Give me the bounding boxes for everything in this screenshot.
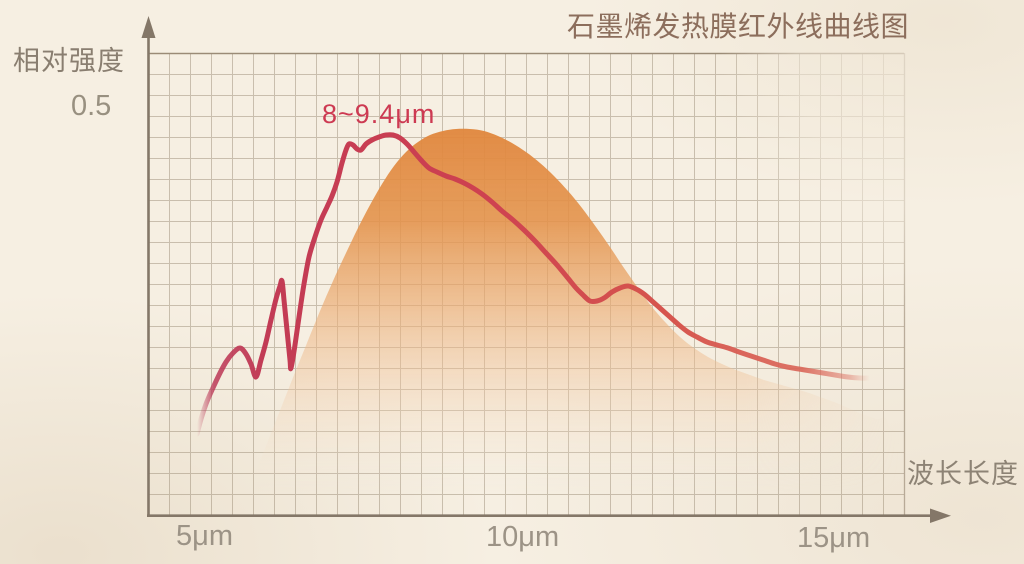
chart-title: 石墨烯发热膜红外线曲线图	[567, 11, 910, 42]
infrared-intensity-curve	[194, 132, 873, 437]
axes-lines	[147, 34, 934, 518]
x-axis-arrow-icon	[930, 508, 951, 523]
x-tick-10um: 10μm	[486, 521, 560, 553]
x-tick-5um: 5μm	[176, 520, 233, 552]
x-tick-15um: 15μm	[797, 522, 871, 554]
y-axis-tick-0_5: 0.5	[71, 90, 112, 122]
y-axis-arrow-icon	[141, 16, 156, 38]
heat-energy-area	[255, 128, 937, 498]
peak-range-annotation: 8~9.4μm	[322, 99, 436, 129]
x-axis-label: 波长长度	[907, 459, 1019, 489]
y-axis-label: 相对强度	[13, 46, 125, 76]
